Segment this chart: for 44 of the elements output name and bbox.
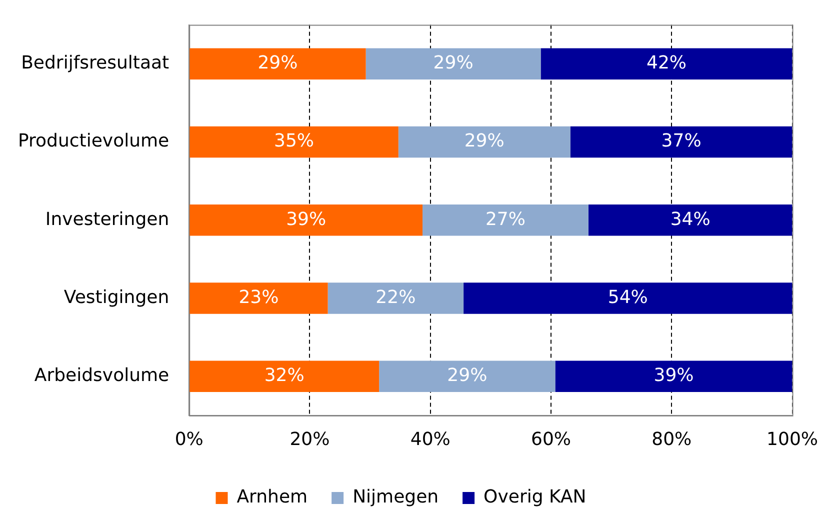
data-label: 39%: [286, 208, 326, 230]
bar: [398, 126, 570, 158]
bar: [588, 204, 792, 236]
y-tick-label: Productievolume: [18, 130, 170, 152]
x-tick-label: 80%: [652, 428, 692, 450]
data-label: 39%: [654, 365, 694, 386]
data-label: 29%: [464, 130, 504, 152]
data-label: 29%: [447, 365, 488, 386]
x-tick-label: 0%: [174, 428, 204, 450]
bar: [379, 360, 556, 392]
bar: [190, 126, 398, 158]
data-label: 29%: [433, 52, 474, 74]
bar: [190, 204, 423, 236]
bar: [555, 360, 792, 392]
legend-label: Nijmegen: [352, 486, 439, 508]
data-label: 27%: [485, 208, 526, 230]
legend-label: Overig KAN: [484, 486, 586, 508]
data-label: 34%: [670, 208, 710, 230]
x-tick-label: 20%: [290, 428, 330, 450]
x-tick-label: 40%: [410, 428, 450, 450]
x-tick-label: 60%: [530, 428, 572, 450]
y-tick-label: Bedrijfsresultaat: [21, 52, 170, 74]
data-label: 37%: [661, 130, 702, 152]
bar: [190, 48, 366, 80]
legend-label: Arnhem: [236, 486, 308, 508]
bar: [190, 282, 328, 314]
bar: [366, 48, 541, 80]
y-tick-label: Investeringen: [45, 208, 170, 230]
y-tick-label: Arbeidsvolume: [34, 365, 170, 386]
data-label: 42%: [646, 52, 687, 74]
data-label: 23%: [238, 286, 279, 308]
bar: [422, 204, 588, 236]
x-tick-label: 100%: [766, 428, 818, 450]
y-tick-label: Vestigingen: [64, 286, 170, 308]
data-label: 29%: [258, 52, 298, 74]
bar: [570, 126, 792, 158]
bar: [328, 282, 464, 314]
data-label: 22%: [376, 286, 416, 308]
bar: [190, 360, 380, 392]
data-label: 35%: [274, 130, 314, 152]
bar: [464, 282, 792, 314]
bar: [540, 48, 792, 80]
data-label: 32%: [264, 365, 304, 386]
data-label: 54%: [608, 286, 648, 308]
